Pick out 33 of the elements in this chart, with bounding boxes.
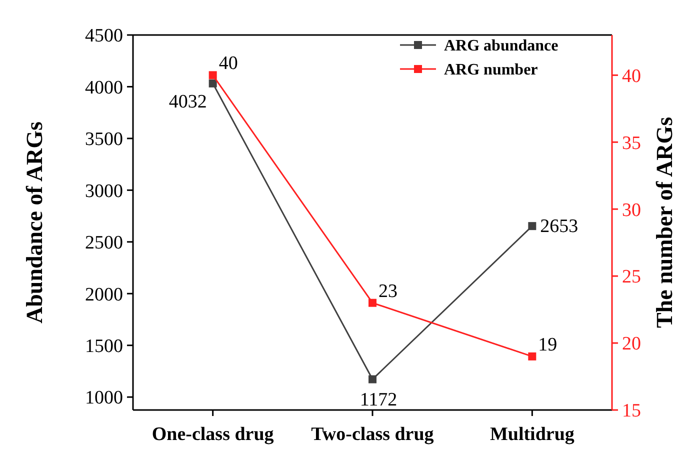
y2-tick-label: 25	[622, 266, 641, 288]
point	[368, 375, 376, 384]
y2-axis-title: The number of ARGs	[652, 116, 677, 328]
y-tick-label: 2500	[85, 232, 123, 254]
data-label: 1172	[360, 389, 398, 410]
point	[368, 298, 376, 307]
point	[208, 71, 217, 80]
y2-tick-label: 15	[622, 400, 641, 422]
y-tick-label: 1000	[85, 388, 123, 409]
y-axis-title: Abundance of ARGs	[22, 121, 47, 324]
data-label: 23	[378, 280, 398, 302]
data-label: 4032	[168, 91, 207, 112]
x-tick-label: One-class drug	[152, 424, 274, 445]
point	[528, 352, 536, 360]
y-tick-label: 2000	[85, 284, 123, 306]
y-tick-label: 3500	[85, 129, 123, 150]
point	[208, 79, 217, 88]
y-tick-label: 4000	[85, 77, 123, 98]
y2-tick-label: 20	[622, 334, 641, 355]
y-tick-label: 4500	[85, 26, 123, 47]
data-label: 19	[538, 334, 558, 356]
data-label: 40	[218, 53, 238, 74]
y-tick-label: 1500	[85, 336, 123, 357]
y-tick-label: 3000	[85, 180, 123, 202]
x-tick-label: Multidrug	[490, 424, 575, 445]
legend-label: ARG number	[444, 62, 538, 79]
point	[528, 222, 536, 230]
data-label: 2653	[540, 216, 578, 238]
y2-tick-label: 40	[622, 66, 641, 87]
x-tick-label: Two-class drug	[311, 424, 434, 445]
y2-tick-label: 30	[622, 200, 641, 221]
y2-tick-label: 35	[622, 132, 641, 154]
legend-label: ARG abundance	[444, 38, 558, 55]
